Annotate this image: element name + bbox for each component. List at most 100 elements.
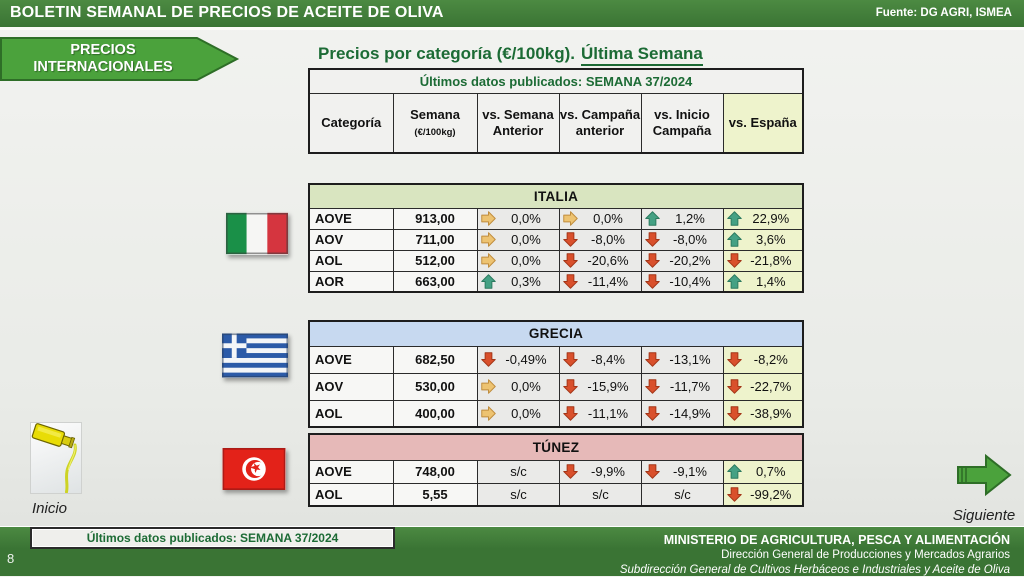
- trend-value: -21,8%: [750, 253, 792, 268]
- trend-value: 0,0%: [511, 379, 541, 394]
- trend-up-icon: [726, 274, 742, 289]
- price-row-italy-aor: AOR 663,00 0,3% -11,4% -10,4% 1,4%: [308, 270, 804, 293]
- trend-value: 0,3%: [511, 273, 541, 289]
- trend-value: -22,7%: [750, 379, 792, 394]
- trend-cell: s/c: [476, 459, 560, 484]
- trend-value: -13,1%: [669, 352, 711, 367]
- trend-down-icon: [726, 487, 742, 502]
- week-price-cell: 400,00: [392, 399, 478, 428]
- price-table-tunisia: TÚNEZ AOVE 748,00 s/c -9,9% -9,1% 0,7% AOL 5,55 s…: [308, 433, 805, 507]
- trend-cell: -14,9%: [640, 399, 724, 428]
- trend-down-icon: [644, 232, 660, 247]
- page-title: Precios por categoría (€/100kg). Última S…: [318, 44, 818, 66]
- trend-value: -9,9%: [591, 464, 625, 479]
- inicio-label: Inicio: [32, 500, 68, 517]
- price-table-italy: ITALIA AOVE 913,00 0,0% 0,0% 1,2% 22,9% AOV 711,…: [308, 183, 805, 293]
- trend-right-icon: [480, 211, 496, 226]
- column-header-2: vs. Semana Anterior: [476, 92, 560, 154]
- trend-cell: 0,0%: [476, 249, 560, 272]
- trend-cell: -21,8%: [722, 249, 804, 272]
- trend-cell: -13,1%: [640, 345, 724, 374]
- olive-oil-bottle-icon: [31, 423, 77, 494]
- trend-cell: -8,2%: [722, 345, 804, 374]
- trend-down-icon: [562, 379, 578, 394]
- trend-cell: 1,2%: [640, 207, 724, 230]
- column-header-0: Categoría: [308, 92, 394, 154]
- trend-right-icon: [480, 253, 496, 268]
- trend-down-icon: [562, 274, 578, 289]
- published-week-label: Últimos datos publicados: SEMANA 37/2024: [308, 68, 804, 94]
- trend-right-icon: [480, 379, 496, 394]
- trend-value: s/c: [674, 486, 691, 502]
- next-arrow-icon: [957, 453, 1012, 497]
- price-row-greece-aov: AOV 530,00 0,0% -15,9% -11,7% -22,7%: [308, 372, 804, 401]
- trend-down-icon: [562, 352, 578, 367]
- trend-right-icon: [480, 232, 496, 247]
- trend-value: 1,4%: [755, 273, 786, 289]
- trend-down-icon: [726, 253, 742, 268]
- price-row-italy-aol: AOL 512,00 0,0% -20,6% -20,2% -21,8%: [308, 249, 804, 272]
- trend-value: -20,2%: [669, 253, 711, 268]
- trend-down-icon: [644, 379, 660, 394]
- trend-cell: -20,2%: [640, 249, 724, 272]
- source-label: Fuente: DG AGRI, ISMEA: [875, 6, 1012, 19]
- column-header-unit: (€/100kg): [414, 126, 456, 138]
- trend-value: -8,4%: [591, 352, 625, 367]
- trend-cell: -0,49%: [476, 345, 560, 374]
- trend-down-icon: [726, 379, 742, 394]
- trend-value: -20,6%: [587, 253, 629, 268]
- trend-up-icon: [726, 211, 742, 226]
- price-row-tunisia-aove: AOVE 748,00 s/c -9,9% -9,1% 0,7%: [308, 459, 804, 484]
- section-banner-precios-internacionales: PRECIOS INTERNACIONALES: [0, 36, 240, 82]
- trend-up-icon: [726, 464, 742, 479]
- footer-text: MINISTERIO DE AGRICULTURA, PESCA Y ALIME…: [620, 532, 1010, 577]
- page-title-main: Precios por categoría (€/100kg).: [318, 44, 575, 63]
- trend-value: -11,1%: [587, 405, 629, 421]
- trend-cell: -11,1%: [558, 399, 642, 428]
- top-bar: BOLETIN SEMANAL DE PRECIOS DE ACEITE DE …: [0, 0, 1024, 30]
- trend-down-icon: [644, 406, 660, 421]
- category-cell: AOVE: [308, 459, 394, 484]
- trend-value: -15,9%: [587, 379, 629, 394]
- trend-value: -14,9%: [669, 405, 711, 421]
- price-row-italy-aove: AOVE 913,00 0,0% 0,0% 1,2% 22,9%: [308, 207, 804, 230]
- trend-up-icon: [726, 232, 742, 247]
- week-price-cell: 682,50: [392, 345, 478, 374]
- trend-cell: 0,0%: [476, 372, 560, 401]
- trend-value: 0,0%: [511, 405, 541, 421]
- trend-cell: 22,9%: [722, 207, 804, 230]
- price-row-greece-aove: AOVE 682,50 -0,49% -8,4% -13,1% -8,2%: [308, 345, 804, 374]
- siguiente-button[interactable]: Siguiente: [952, 452, 1016, 524]
- category-cell: AOV: [308, 228, 394, 251]
- trend-down-icon: [562, 253, 578, 268]
- column-header-1: Semana (€/100kg): [392, 92, 478, 154]
- inicio-button[interactable]: Inicio: [26, 422, 96, 517]
- page-number: 8: [7, 551, 15, 566]
- trend-value: -9,1%: [673, 464, 707, 479]
- trend-down-icon: [644, 274, 660, 289]
- trend-cell: -11,7%: [640, 372, 724, 401]
- trend-up-icon: [644, 211, 660, 226]
- trend-cell: -9,1%: [640, 459, 724, 484]
- country-title-tunisia: TÚNEZ: [308, 433, 804, 461]
- trend-cell: -8,0%: [640, 228, 724, 251]
- trend-cell: -11,4%: [558, 270, 642, 293]
- trend-down-icon: [480, 352, 496, 367]
- trend-cell: 0,0%: [476, 207, 560, 230]
- olive-oil-image[interactable]: [30, 422, 82, 494]
- banner-line1: PRECIOS: [70, 41, 136, 58]
- trend-cell: 3,6%: [722, 228, 804, 251]
- direccion-general: Dirección General de Producciones y Merc…: [721, 549, 1010, 561]
- banner-line2: INTERNACIONALES: [33, 59, 173, 75]
- header-table: Últimos datos publicados: SEMANA 37/2024…: [308, 68, 804, 154]
- trend-cell: -8,4%: [558, 345, 642, 374]
- trend-down-icon: [562, 464, 578, 479]
- price-table-greece: GRECIA AOVE 682,50 -0,49% -8,4% -13,1% -8,2% AO…: [308, 320, 805, 428]
- trend-cell: 0,3%: [476, 270, 560, 293]
- trend-down-icon: [644, 253, 660, 268]
- trend-down-icon: [726, 406, 742, 421]
- trend-value: 1,2%: [675, 211, 705, 226]
- trend-cell: -10,4%: [640, 270, 724, 293]
- country-title-greece: GRECIA: [308, 320, 804, 347]
- trend-cell: s/c: [640, 482, 724, 507]
